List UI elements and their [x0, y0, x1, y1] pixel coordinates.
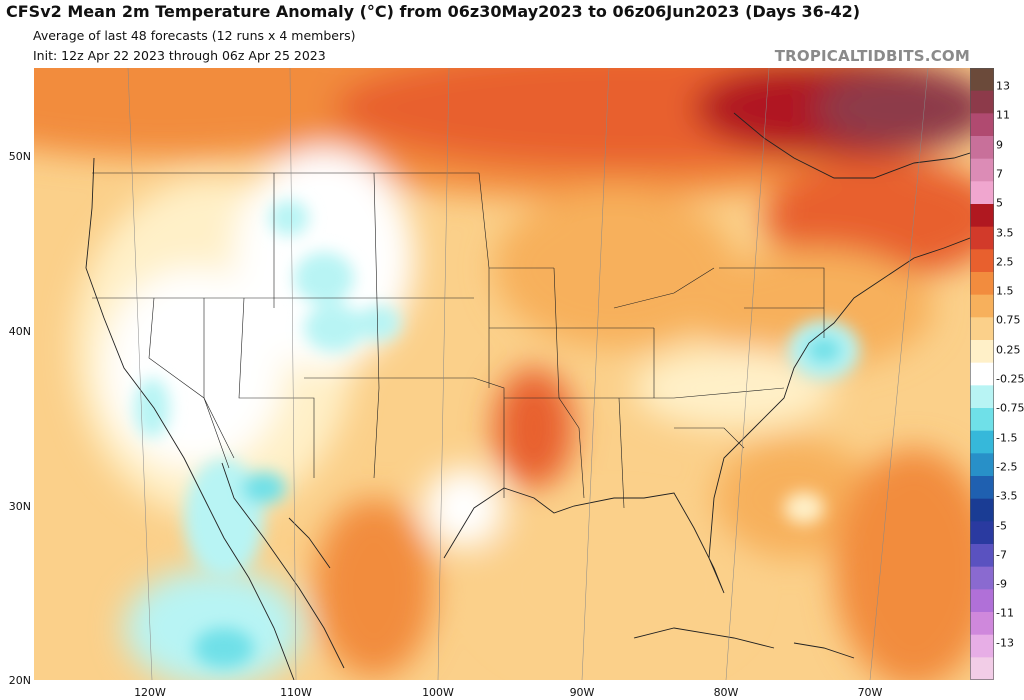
colorbar-swatch [970, 204, 994, 228]
lon-label-70w: 70W [857, 686, 883, 699]
colorbar-swatch [970, 498, 994, 522]
graticule [127, 68, 929, 680]
colorbar-label: -0.25 [996, 372, 1024, 386]
map-title: CFSv2 Mean 2m Temperature Anomaly (°C) f… [6, 2, 861, 21]
colorbar-swatch [970, 113, 994, 137]
colorbar-swatch [970, 657, 994, 680]
colorbar-label: -3.5 [996, 489, 1018, 503]
colorbar-label: -13 [996, 636, 1014, 650]
map-subtitle-init: Init: 12z Apr 22 2023 through 06z Apr 25… [33, 48, 326, 63]
colorbar-swatch [970, 181, 994, 205]
lon-label-120w: 120W [134, 686, 166, 699]
colorbar-swatch [970, 430, 994, 454]
lat-label-40n: 40N [8, 325, 31, 338]
map-subtitle-forecasts: Average of last 48 forecasts (12 runs x … [33, 28, 356, 43]
colorbar-label: 2.5 [996, 255, 1014, 269]
credit-watermark: TROPICALTIDBITS.COM [774, 47, 970, 65]
colorbar-label: -9 [996, 577, 1007, 591]
colorbar-swatch [970, 226, 994, 250]
colorbar-swatch [970, 249, 994, 273]
colorbar-swatch [970, 544, 994, 568]
colorbar-label: 13 [996, 79, 1010, 93]
lat-label-30n: 30N [8, 500, 31, 513]
colorbar-label: -11 [996, 606, 1014, 620]
lat-label-50n: 50N [8, 150, 31, 163]
colorbar [970, 68, 994, 680]
state-borders [92, 172, 825, 509]
colorbar-swatch [970, 340, 994, 364]
colorbar-swatch [970, 453, 994, 477]
lon-label-80w: 80W [713, 686, 739, 699]
colorbar-frame [970, 68, 994, 680]
anomaly-map [34, 68, 970, 680]
colorbar-label: -7 [996, 548, 1007, 562]
colorbar-label: 1.5 [996, 284, 1014, 298]
colorbar-swatch [970, 521, 994, 545]
colorbar-swatch [970, 385, 994, 409]
colorbar-label: -1.5 [996, 431, 1018, 445]
colorbar-swatch [970, 272, 994, 296]
lon-label-110w: 110W [280, 686, 312, 699]
colorbar-swatch [970, 362, 994, 386]
colorbar-swatch [970, 294, 994, 318]
colorbar-swatch [970, 68, 994, 92]
anomaly-field [34, 68, 970, 680]
colorbar-label: 11 [996, 108, 1010, 122]
colorbar-swatch [970, 612, 994, 636]
colorbar-label: 3.5 [996, 226, 1014, 239]
colorbar-label: 7 [996, 167, 1003, 181]
cool-anomalies [134, 200, 860, 668]
colorbar-swatch [970, 158, 994, 182]
colorbar-label: -0.75 [996, 401, 1024, 415]
colorbar-swatch [970, 476, 994, 500]
colorbar-label: 5 [996, 196, 1003, 210]
colorbar-swatch [970, 317, 994, 341]
lon-label-100w: 100W [422, 686, 454, 699]
colorbar-label: 0.75 [996, 313, 1021, 327]
colorbar-swatch [970, 634, 994, 658]
colorbar-swatch [970, 90, 994, 114]
lat-label-20n: 20N [8, 674, 31, 687]
colorbar-swatch [970, 136, 994, 160]
colorbar-swatch [970, 589, 994, 613]
lon-label-90w: 90W [569, 686, 595, 699]
colorbar-label: 0.25 [996, 343, 1021, 357]
colorbar-label: 9 [996, 138, 1003, 152]
colorbar-swatch [970, 408, 994, 432]
colorbar-swatch [970, 566, 994, 590]
coastlines [85, 112, 970, 680]
colorbar-label: -2.5 [996, 460, 1018, 474]
colorbar-label: -5 [996, 519, 1007, 532]
